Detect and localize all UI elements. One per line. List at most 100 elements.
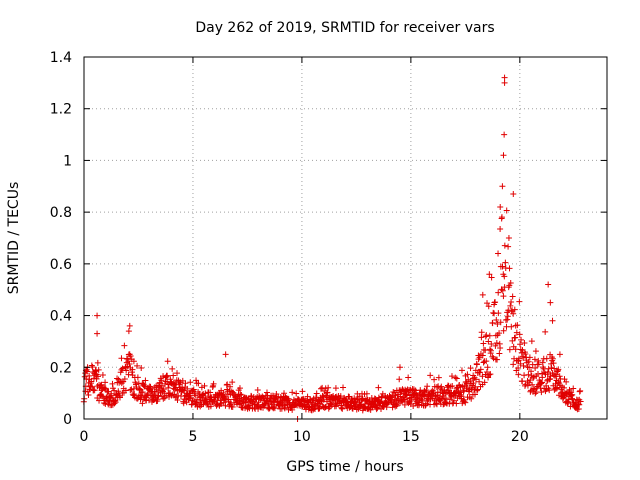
data-point xyxy=(460,388,467,395)
data-point xyxy=(255,399,262,406)
data-point xyxy=(396,376,403,383)
x-tick-label: 10 xyxy=(293,429,311,445)
data-point xyxy=(363,390,370,397)
data-point xyxy=(130,358,137,365)
data-point xyxy=(144,390,151,397)
y-axis-label: SRMTID / TECUs xyxy=(6,182,22,295)
data-point xyxy=(532,365,539,372)
data-point xyxy=(525,371,532,378)
data-point xyxy=(561,384,568,391)
data-point xyxy=(313,390,320,397)
data-point xyxy=(570,385,577,392)
data-point xyxy=(535,361,542,368)
data-point xyxy=(514,322,521,329)
data-point xyxy=(222,402,229,409)
data-point xyxy=(438,383,445,390)
x-tick-label: 15 xyxy=(402,429,420,445)
data-point xyxy=(551,365,558,372)
data-point xyxy=(555,366,562,373)
axis-ticks: 0 0.2 0.4 0.6 0.8 1 1.2 1.4 0 5 10 15 20 xyxy=(50,50,607,445)
data-point xyxy=(565,398,572,405)
data-point xyxy=(195,380,202,387)
data-point xyxy=(470,380,477,387)
data-point xyxy=(117,394,124,401)
data-point xyxy=(543,355,550,362)
data-point xyxy=(410,402,417,409)
data-point xyxy=(485,303,492,310)
data-point xyxy=(549,355,556,362)
data-point xyxy=(375,384,382,391)
data-point xyxy=(497,203,504,210)
data-point xyxy=(299,388,306,395)
data-point xyxy=(265,405,272,412)
y-tick-label: 1.2 xyxy=(50,102,72,118)
data-point xyxy=(495,310,502,317)
data-point xyxy=(482,333,489,340)
data-point xyxy=(465,376,472,383)
data-point xyxy=(396,364,403,371)
data-point xyxy=(494,356,501,363)
data-point xyxy=(489,320,496,327)
data-point xyxy=(493,340,500,347)
data-point xyxy=(540,365,547,372)
data-point xyxy=(417,387,424,394)
data-point xyxy=(100,399,107,406)
data-point xyxy=(559,389,566,396)
data-point xyxy=(563,390,570,397)
data-point xyxy=(555,378,562,385)
data-point xyxy=(271,405,278,412)
y-tick-label: 1 xyxy=(63,153,72,169)
data-point xyxy=(479,352,486,359)
data-point xyxy=(320,396,327,403)
data-point xyxy=(504,316,511,323)
data-point xyxy=(499,287,506,294)
data-point xyxy=(545,365,552,372)
data-point xyxy=(95,373,102,380)
data-point xyxy=(538,380,545,387)
data-point xyxy=(521,372,528,379)
data-point xyxy=(549,317,556,324)
data-point xyxy=(121,376,128,383)
data-point xyxy=(174,397,181,404)
data-point xyxy=(539,374,546,381)
data-point xyxy=(538,379,545,386)
data-point xyxy=(501,79,508,86)
data-point xyxy=(126,360,133,367)
data-point xyxy=(484,364,491,371)
data-point xyxy=(517,341,524,348)
data-point xyxy=(129,366,136,373)
data-point xyxy=(122,387,129,394)
data-point xyxy=(496,350,503,357)
data-point xyxy=(408,397,415,404)
data-point xyxy=(524,382,531,389)
data-point xyxy=(91,387,98,394)
data-point xyxy=(174,370,181,377)
data-point xyxy=(498,286,505,293)
data-point xyxy=(337,393,344,400)
data-point xyxy=(480,359,487,366)
data-point xyxy=(96,397,103,404)
chart-title: Day 262 of 2019, SRMTID for receiver var… xyxy=(195,20,494,36)
data-point xyxy=(461,398,468,405)
data-point xyxy=(134,362,141,369)
data-point xyxy=(484,300,491,307)
data-point xyxy=(515,355,522,362)
data-point xyxy=(160,386,167,393)
data-point xyxy=(229,379,236,386)
data-point xyxy=(197,403,204,410)
data-point xyxy=(490,309,497,316)
data-point xyxy=(501,242,508,249)
data-point xyxy=(220,389,227,396)
data-point xyxy=(526,364,533,371)
data-point xyxy=(102,400,109,407)
data-point xyxy=(487,347,494,354)
data-point xyxy=(535,357,542,364)
data-point xyxy=(556,373,563,380)
data-point xyxy=(142,377,149,384)
data-point xyxy=(361,401,368,408)
data-point xyxy=(393,402,400,409)
data-point xyxy=(545,281,552,288)
y-tick-label: 0.4 xyxy=(50,309,72,325)
data-point xyxy=(298,402,305,409)
data-point xyxy=(528,368,535,375)
